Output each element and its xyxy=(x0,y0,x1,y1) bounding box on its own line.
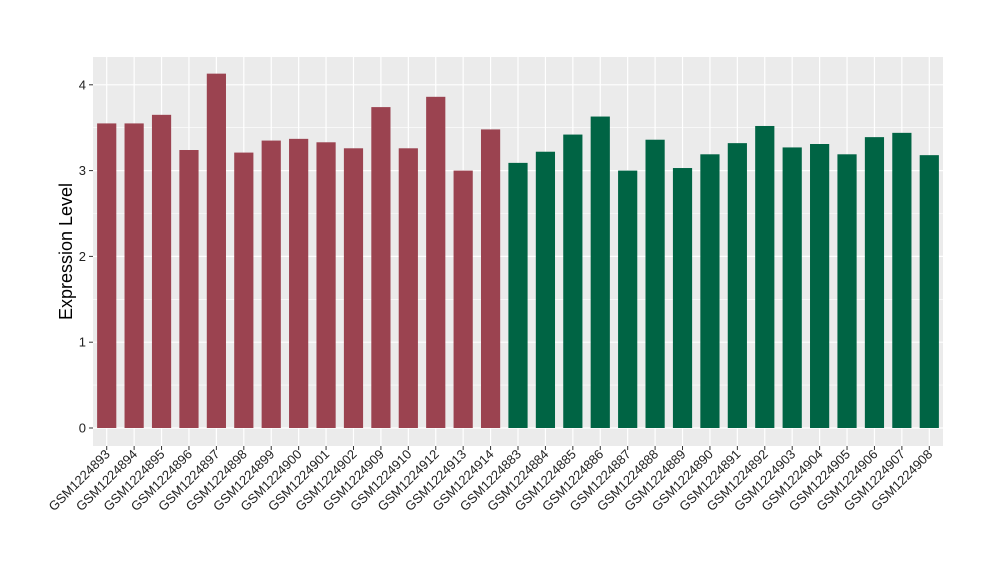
y-axis-title: Expression Level xyxy=(56,183,76,320)
bar-GSM1224913 xyxy=(453,170,473,428)
bar-GSM1224903 xyxy=(782,147,802,428)
y-tick-label: 3 xyxy=(79,163,86,178)
bar-GSM1224897 xyxy=(206,73,226,429)
bar-GSM1224886 xyxy=(590,116,610,429)
y-tick-label: 0 xyxy=(79,421,86,436)
bar-GSM1224914 xyxy=(480,129,501,428)
bar-GSM1224896 xyxy=(179,150,199,428)
bar-GSM1224907 xyxy=(892,132,912,428)
bar-GSM1224899 xyxy=(261,140,281,428)
bar-GSM1224890 xyxy=(700,154,720,428)
y-tick-label: 2 xyxy=(79,249,86,264)
y-axis: 0 1 2 3 4 xyxy=(79,77,93,436)
bar-GSM1224883 xyxy=(508,162,528,429)
y-tick-label: 1 xyxy=(79,335,86,350)
bar-GSM1224892 xyxy=(755,125,775,428)
bar-GSM1224905 xyxy=(837,154,857,428)
bar-GSM1224884 xyxy=(535,151,556,428)
bar-GSM1224910 xyxy=(398,148,418,429)
bar-GSM1224888 xyxy=(645,139,665,428)
bar-GSM1224901 xyxy=(316,142,336,428)
bar-GSM1224904 xyxy=(810,144,830,428)
bar-GSM1224898 xyxy=(234,152,254,428)
x-axis: GSM1224893GSM1224894GSM1224895GSM1224896… xyxy=(45,446,935,514)
bar-GSM1224900 xyxy=(289,138,309,428)
bar-GSM1224902 xyxy=(343,148,364,429)
bar-GSM1224889 xyxy=(672,168,693,428)
bar-GSM1224887 xyxy=(618,170,638,428)
bar-GSM1224891 xyxy=(727,143,747,429)
bar-GSM1224909 xyxy=(371,107,391,428)
bar-GSM1224908 xyxy=(919,155,939,428)
bar-GSM1224912 xyxy=(426,96,446,428)
bar-GSM1224894 xyxy=(124,123,144,428)
bar-GSM1224906 xyxy=(864,137,885,428)
y-tick-label: 4 xyxy=(79,77,86,92)
bar-GSM1224893 xyxy=(97,123,117,428)
bar-GSM1224885 xyxy=(563,134,583,428)
bar-GSM1224895 xyxy=(151,114,172,428)
bars xyxy=(97,73,939,429)
